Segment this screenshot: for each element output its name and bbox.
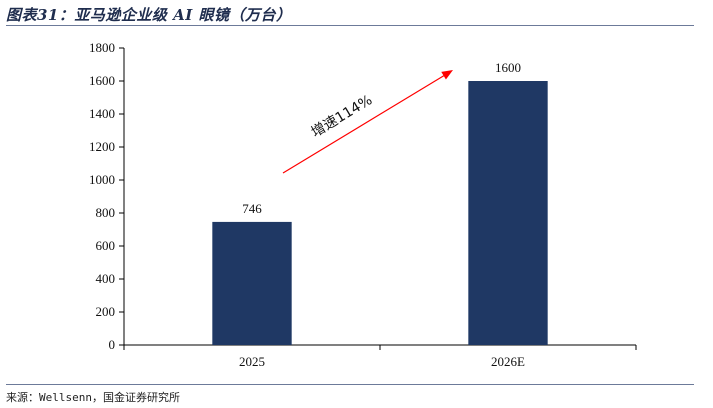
x-tick-label: 2026E [491, 354, 525, 369]
y-tick-label: 200 [96, 304, 116, 319]
source-note: 来源：Wellsenn，国金证券研究所 [6, 391, 180, 404]
x-tick-label: 2025 [239, 354, 265, 369]
growth-arrow-head [441, 70, 453, 80]
y-tick-label: 800 [96, 205, 116, 220]
y-tick-label: 600 [96, 238, 116, 253]
data-label-2026E: 1600 [495, 60, 521, 75]
bar-2026E [468, 81, 548, 345]
title-divider [6, 25, 694, 26]
y-tick-label: 0 [109, 337, 116, 352]
data-label-2025: 746 [242, 201, 262, 216]
y-tick-label: 1000 [89, 172, 115, 187]
y-tick-label: 400 [96, 271, 116, 286]
y-tick-label: 1800 [89, 40, 115, 55]
chart-title: 图表31：亚马逊企业级 AI 眼镜（万台） [6, 6, 292, 24]
growth-arrow [282, 74, 446, 174]
growth-annotation: 增速114% [309, 92, 376, 141]
bar-2025 [212, 221, 292, 345]
y-tick-label: 1400 [89, 106, 115, 121]
source-divider [6, 384, 694, 385]
y-tick-label: 1600 [89, 73, 115, 88]
y-tick-label: 1200 [89, 139, 115, 154]
